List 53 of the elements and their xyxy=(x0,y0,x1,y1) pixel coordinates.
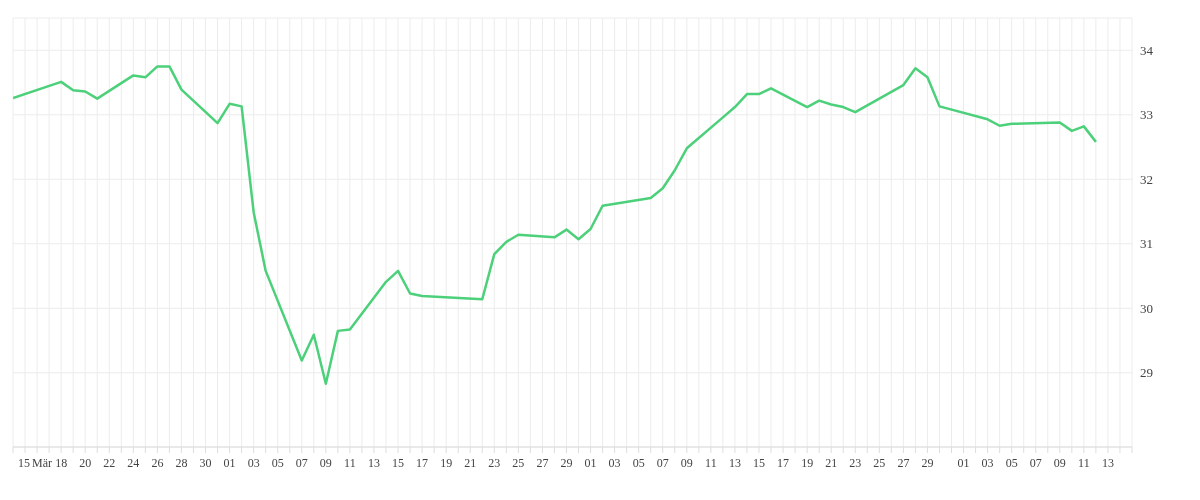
x-tick-label: 01 xyxy=(957,456,970,470)
x-tick-label: 09 xyxy=(680,456,693,470)
x-tick-label: 15 xyxy=(753,456,765,470)
x-tick-label: 05 xyxy=(1005,456,1018,470)
y-tick-label: 31 xyxy=(1140,236,1153,252)
x-tick-label: 05 xyxy=(632,456,645,470)
x-tick-label: 07 xyxy=(656,456,669,470)
x-tick-label: 01 xyxy=(584,456,597,470)
x-tick-label: 28 xyxy=(175,456,188,470)
x-tick-label: 03 xyxy=(608,456,621,470)
x-tick-label: 30 xyxy=(199,456,212,470)
x-tick-label: 03 xyxy=(247,456,260,470)
x-tick-label: 23 xyxy=(488,456,501,470)
x-tick-label: 25 xyxy=(873,456,886,470)
x-tick-label: 05 xyxy=(271,456,284,470)
x-tick-label: 29 xyxy=(560,456,573,470)
x-tick-label: 25 xyxy=(512,456,525,470)
x-tick-label: 26 xyxy=(151,456,164,470)
x-tick-label: 07 xyxy=(295,456,308,470)
x-tick-label: 07 xyxy=(1029,456,1042,470)
x-tick-label: 20 xyxy=(79,456,92,470)
x-tick-label: 17 xyxy=(416,456,429,470)
x-tick-label: 21 xyxy=(464,456,477,470)
x-tick-label: 15 xyxy=(392,456,405,470)
x-tick-label: Mär xyxy=(32,456,53,470)
x-tick-label: 13 xyxy=(1101,456,1114,470)
x-tick-label: 24 xyxy=(127,456,140,470)
x-tick-label: 11 xyxy=(344,456,356,470)
x-tick-label: 15 xyxy=(18,456,31,470)
x-tick-label: 27 xyxy=(536,456,549,470)
x-tick-label: 19 xyxy=(801,456,814,470)
x-tick-label: 22 xyxy=(103,456,116,470)
x-tick-label: 17 xyxy=(777,456,790,470)
y-tick-label: 32 xyxy=(1140,171,1153,187)
x-tick-label: 29 xyxy=(921,456,934,470)
x-tick-label: 18 xyxy=(55,456,68,470)
y-tick-label: 34 xyxy=(1140,42,1154,58)
line-series xyxy=(13,65,1098,386)
x-tick-label: 09 xyxy=(1053,456,1066,470)
y-tick-label: 33 xyxy=(1140,107,1153,123)
x-tick-label: 19 xyxy=(440,456,453,470)
y-tick-label: 29 xyxy=(1140,365,1153,381)
x-tick-label: 13 xyxy=(367,456,380,470)
x-tick-label: 27 xyxy=(897,456,910,470)
x-tick-label: 13 xyxy=(728,456,741,470)
y-tick-label: 30 xyxy=(1140,300,1153,316)
x-tick-label: 23 xyxy=(849,456,862,470)
x-tick-label: 09 xyxy=(319,456,332,470)
x-tick-label: 11 xyxy=(705,456,717,470)
x-tick-label: 11 xyxy=(1078,456,1090,470)
x-tick-label: 03 xyxy=(981,456,994,470)
x-tick-label: 01 xyxy=(223,456,236,470)
x-tick-label: 21 xyxy=(825,456,838,470)
